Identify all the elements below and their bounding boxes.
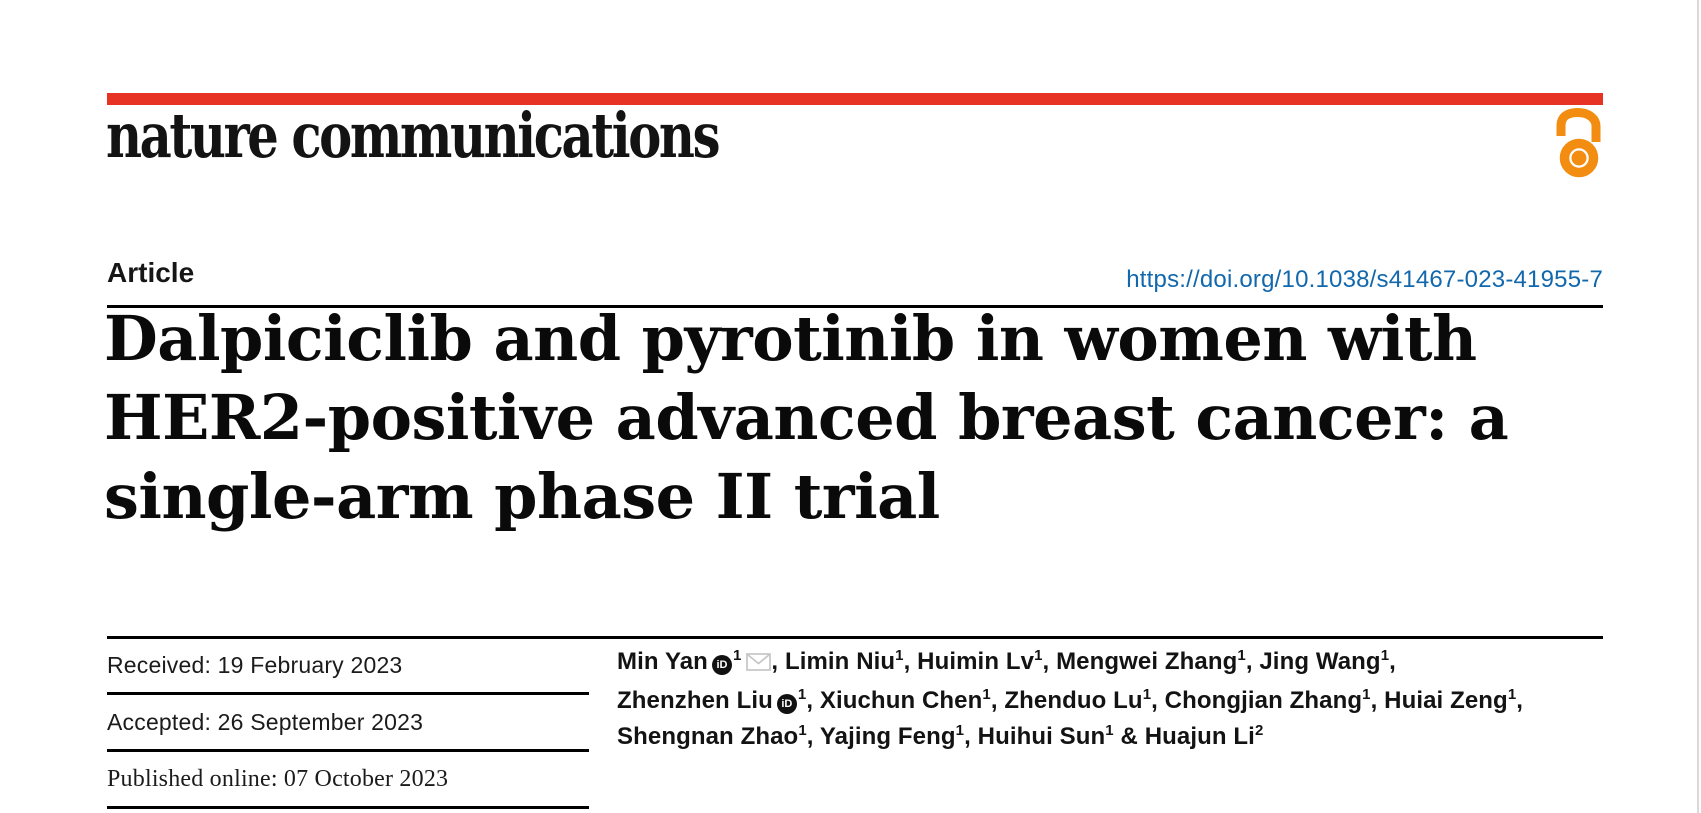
article-title-line: Dalpiciclib and pyrotinib in women with [104, 302, 1477, 375]
author-name-text: , Zhenduo Lu [990, 686, 1143, 714]
journal-logo: nature communications [106, 99, 721, 172]
affiliation-superscript: 2 [1254, 722, 1264, 739]
brand-red-bar [107, 93, 1603, 105]
affiliation-superscript: 1 [1362, 685, 1371, 703]
author-name-text: Min Yan [617, 648, 708, 675]
author-name-text: , Yajing Feng [806, 723, 956, 750]
article-history: Received: 19 February 2023 Accepted: 26 … [107, 639, 589, 809]
page-edge-divider [1697, 0, 1699, 813]
author-line: Zhenzhen Liu iD1, Xiuchun Chen1, Zhenduo … [617, 683, 1587, 720]
author-name-text: , Huihui Sun [964, 723, 1106, 750]
author-name-text: , Limin Niu [771, 648, 896, 675]
accepted-date: Accepted: 26 September 2023 [107, 695, 589, 752]
article-title-line: HER2-positive advanced breast cancer: a [104, 381, 1509, 454]
orcid-icon[interactable]: iD [776, 693, 797, 714]
affiliation-superscript: 1 [982, 685, 991, 703]
affiliation-superscript: 1 [798, 722, 807, 739]
affiliation-superscript: 1 [1237, 647, 1246, 664]
author-line: Shengnan Zhao1, Yajing Feng1, Huihui Sun… [617, 719, 1587, 756]
affiliation-superscript: 1 [1142, 685, 1152, 703]
open-access-padlock-icon [1552, 107, 1604, 183]
affiliation-superscript: 1 [1105, 722, 1114, 739]
orcid-icon[interactable]: iD [711, 655, 732, 675]
author-list: Min Yan iD1, Limin Niu1, Huimin Lv1, Meng… [617, 644, 1587, 756]
email-envelope-icon[interactable] [746, 646, 772, 683]
author-name-text: Zhenzhen Liu [617, 686, 773, 714]
article-type-label: Article [107, 257, 195, 288]
author-name-text: , Jing Wang [1245, 648, 1381, 675]
received-date: Received: 19 February 2023 [107, 639, 589, 695]
article-title: Dalpiciclib and pyrotinib in women with … [104, 299, 1564, 536]
affiliation-superscript: 1 [1507, 685, 1517, 703]
author-name-text: , Huiai Zeng [1370, 686, 1508, 714]
author-name-text: , [1516, 686, 1524, 714]
author-name-text: , Mengwei Zhang [1042, 648, 1238, 675]
author-name-text: Shengnan Zhao [617, 723, 799, 750]
author-name-text: , Chongjian Zhang [1151, 686, 1363, 714]
author-name-text: , Xiuchun Chen [806, 686, 983, 714]
author-name-text: , Huimin Lv [903, 648, 1035, 675]
meta-top-rule [107, 636, 1603, 639]
title-top-rule [107, 305, 1603, 308]
affiliation-superscript: 1 [797, 685, 807, 703]
affiliation-superscript: 1 [1034, 647, 1043, 664]
author-name-text: , [1389, 648, 1396, 675]
author-line: Min Yan iD1, Limin Niu1, Huimin Lv1, Meng… [617, 644, 1587, 683]
article-title-line: single-arm phase II trial [104, 460, 940, 533]
affiliation-superscript: 1 [895, 647, 904, 664]
affiliation-superscript: 1 [732, 647, 742, 664]
affiliation-superscript: 1 [955, 722, 965, 739]
affiliation-superscript: 1 [1380, 647, 1390, 664]
author-name-text: & Huajun Li [1113, 723, 1255, 750]
published-online-date: Published online: 07 October 2023 [107, 752, 589, 809]
doi-link[interactable]: https://doi.org/10.1038/s41467-023-41955… [1126, 266, 1603, 293]
